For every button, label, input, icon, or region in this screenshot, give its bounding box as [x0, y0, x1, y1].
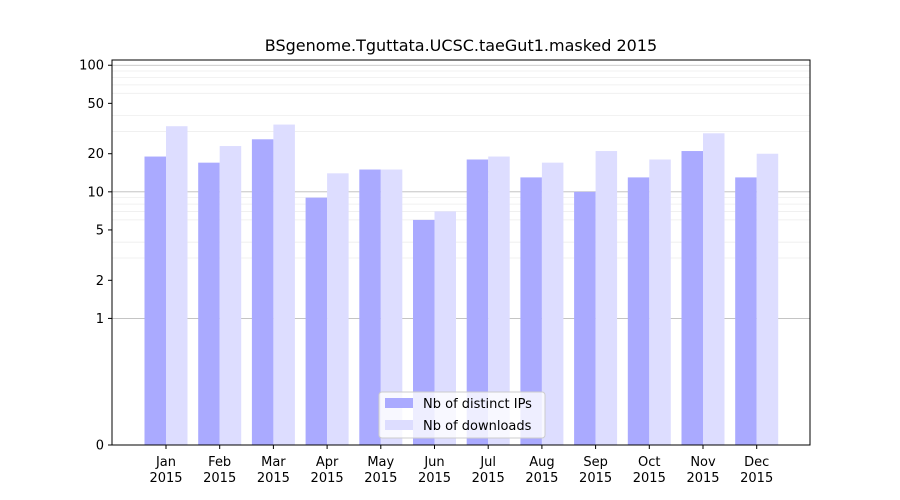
- x-tick-label-month: May: [367, 455, 394, 470]
- bar-distinct-ips-oct: [627, 177, 650, 446]
- y-tick-label: 1: [96, 312, 104, 327]
- y-tick-label: 100: [79, 59, 104, 74]
- y-tick-label: 5: [96, 223, 104, 238]
- x-tick-label-month: Feb: [208, 455, 231, 470]
- x-tick-label-year: 2015: [633, 471, 666, 486]
- x-tick-label-month: Aug: [529, 455, 554, 470]
- y-tick-label: 2: [96, 274, 104, 289]
- legend: Nb of distinct IPs Nb of downloads: [378, 391, 546, 439]
- bar-downloads-oct: [649, 159, 671, 445]
- bar-distinct-ips-feb: [198, 162, 220, 445]
- y-tick-label: 10: [87, 185, 104, 200]
- bar-distinct-ips-dec: [735, 177, 757, 446]
- x-tick-label-year: 2015: [364, 471, 397, 486]
- legend-box: [378, 391, 546, 439]
- x-tick-label-year: 2015: [257, 471, 290, 486]
- bar-distinct-ips-may: [359, 169, 381, 445]
- x-tick-label-month: Nov: [690, 455, 716, 470]
- legend-swatch-downloads: [385, 420, 413, 430]
- bar-downloads-mar: [273, 124, 295, 445]
- legend-label-downloads: Nb of downloads: [423, 419, 532, 434]
- y-axis: 0 1 2 5 10 20 50 100: [79, 59, 112, 454]
- x-tick-label-year: 2015: [311, 471, 344, 486]
- x-tick-label-year: 2015: [740, 471, 773, 486]
- x-tick-label-month: Jul: [479, 455, 496, 470]
- legend-swatch-distinct-ips: [385, 398, 413, 408]
- y-tick-label: 50: [87, 97, 104, 112]
- bar-downloads-dec: [756, 153, 779, 446]
- bar-distinct-ips-jun: [413, 219, 435, 445]
- x-tick-label-month: Apr: [316, 455, 339, 470]
- bar-downloads-aug: [541, 162, 564, 445]
- y-tick-label: 20: [87, 147, 104, 162]
- bar-distinct-ips-mar: [251, 139, 274, 445]
- x-tick-label-year: 2015: [525, 471, 558, 486]
- bar-distinct-ips-apr: [305, 197, 328, 445]
- x-tick-label-year: 2015: [579, 471, 612, 486]
- bar-downloads-feb: [219, 146, 242, 445]
- x-tick-label-month: Oct: [638, 455, 660, 470]
- bar-downloads-jan: [166, 126, 188, 446]
- x-tick-label-year: 2015: [203, 471, 236, 486]
- x-tick-label-month: Dec: [744, 455, 769, 470]
- bar-distinct-ips-nov: [681, 151, 703, 445]
- bar-downloads-apr: [327, 173, 349, 445]
- x-tick-label-month: Sep: [583, 455, 608, 470]
- x-tick-label-month: Jan: [155, 455, 176, 470]
- x-tick-label-month: Jun: [423, 455, 444, 470]
- plot-frame: [111, 59, 811, 446]
- x-tick-label-month: Mar: [261, 455, 286, 470]
- bar-distinct-ips-aug: [520, 177, 542, 446]
- x-tick-label-year: 2015: [472, 471, 505, 486]
- bar-downloads-may: [380, 169, 403, 445]
- bar-distinct-ips-jul: [466, 159, 489, 445]
- bar-downloads-jun: [434, 211, 456, 445]
- chart-title: BSgenome.Tguttata.UCSC.taeGut1.masked 20…: [265, 36, 657, 55]
- x-axis: Jan2015Feb2015Mar2015Apr2015May2015Jun20…: [149, 445, 773, 486]
- bar-downloads-sep: [595, 151, 618, 445]
- legend-label-distinct-ips: Nb of distinct IPs: [423, 397, 532, 412]
- x-tick-label-year: 2015: [149, 471, 182, 486]
- y-tick-label: 0: [96, 439, 104, 454]
- x-tick-label-year: 2015: [686, 471, 719, 486]
- bar-downloads-jul: [488, 156, 510, 446]
- x-tick-label-year: 2015: [418, 471, 451, 486]
- bar-downloads-nov: [703, 133, 725, 445]
- bar-distinct-ips-sep: [574, 191, 596, 445]
- bars-layer: [144, 124, 779, 446]
- bar-distinct-ips-jan: [144, 156, 166, 446]
